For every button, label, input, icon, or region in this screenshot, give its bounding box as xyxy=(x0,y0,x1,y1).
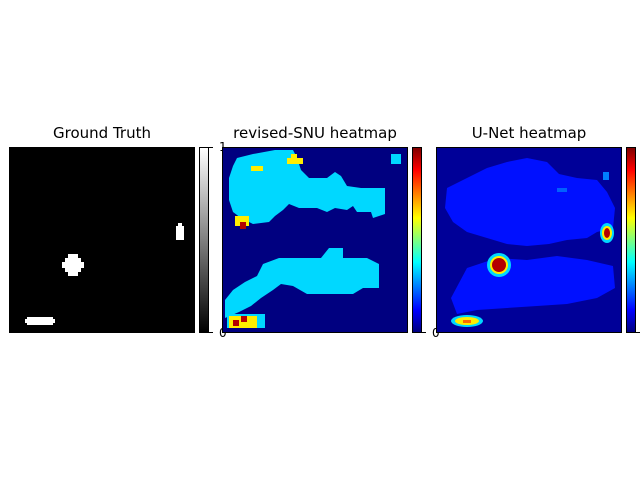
snu-heatmap-image xyxy=(222,147,408,333)
snu-bottom-hotspot-red-1 xyxy=(233,320,239,326)
unet-heatmap-svg xyxy=(437,148,621,332)
unet-colorbar xyxy=(626,147,636,333)
title-snu-heatmap: revised-SNU heatmap xyxy=(233,124,397,142)
ground-truth-svg xyxy=(25,223,184,325)
snu-colorbar-tick-min xyxy=(422,332,426,333)
gt-blob-bottom-left-edge xyxy=(25,319,55,323)
snu-upper-region xyxy=(229,150,385,224)
snu-colorbar xyxy=(412,147,422,333)
title-unet-heatmap: U-Net heatmap xyxy=(471,124,587,142)
unet-center-hotspot-red xyxy=(492,258,506,272)
unet-right-hotspot-red xyxy=(604,228,610,238)
snu-left-hotspot xyxy=(240,222,246,229)
snu-lower-region xyxy=(225,248,379,318)
title-ground-truth: Ground Truth xyxy=(53,124,151,142)
ground-truth-image xyxy=(9,147,195,333)
gt-colorbar-tick-max xyxy=(209,147,213,148)
gt-blob-right-top xyxy=(178,223,182,227)
snu-colorbar-label-min: 0 xyxy=(432,326,440,340)
unet-speck-mid xyxy=(557,188,567,192)
unet-colorbar-tick-min xyxy=(636,332,640,333)
unet-bottom-hotspot-red xyxy=(463,320,471,323)
snu-yellow-speck-3 xyxy=(291,154,297,158)
unet-blue-region-upper xyxy=(445,158,615,246)
unet-heatmap-image xyxy=(436,147,622,333)
gt-colorbar-tick-min xyxy=(209,332,213,333)
snu-bottom-hotspot-red-2 xyxy=(241,316,247,322)
snu-upper-notch xyxy=(391,154,401,164)
unet-speck-top-right xyxy=(603,172,609,180)
snu-yellow-speck-1 xyxy=(251,166,263,171)
gt-blob-center xyxy=(62,254,84,276)
gt-colorbar xyxy=(199,147,209,333)
snu-heatmap-svg xyxy=(225,150,401,328)
gt-blob-right xyxy=(176,226,184,240)
snu-yellow-speck-2 xyxy=(287,158,303,164)
gt-colorbar-label-min: 0 xyxy=(219,326,227,340)
snu-left-hotspot-halo xyxy=(235,216,249,226)
